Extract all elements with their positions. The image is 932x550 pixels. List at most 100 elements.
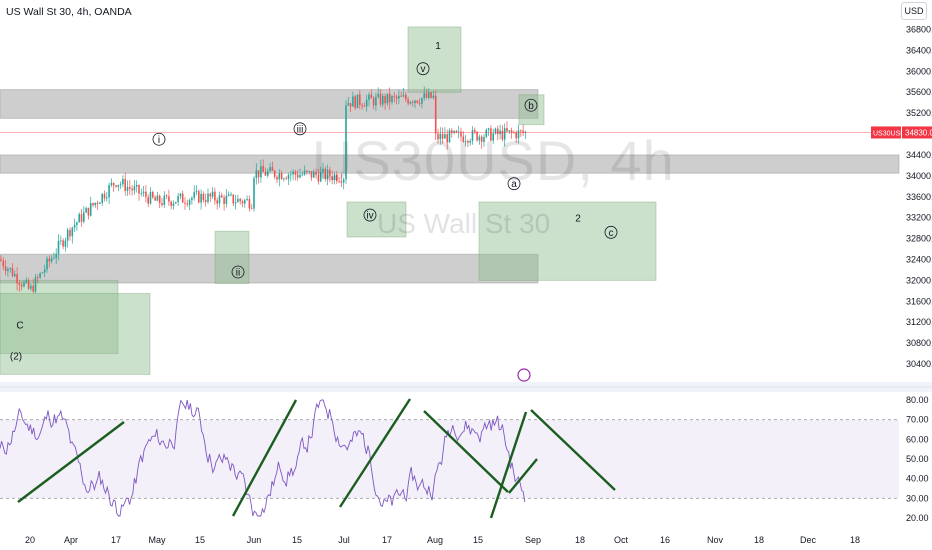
candle-body: [501, 130, 504, 140]
candle-body: [269, 167, 271, 172]
wave-label-a: a: [511, 179, 517, 190]
candle-body: [388, 93, 391, 103]
candle-body: [83, 212, 85, 222]
candle-body: [490, 128, 492, 141]
candle-body: [407, 99, 409, 104]
candle-body: [20, 284, 23, 287]
watermark-symbol: US30USD, 4h: [312, 129, 675, 192]
candle-body: [241, 201, 244, 204]
candle-body: [25, 280, 28, 283]
rsi-band: [0, 419, 899, 499]
candle-body: [375, 96, 377, 106]
candle-body: [296, 174, 299, 178]
price-tick-label: 36400.0: [906, 45, 932, 55]
candle-body: [41, 272, 44, 274]
candle-body: [421, 97, 423, 104]
candle-body: [336, 174, 338, 182]
candle-body: [101, 193, 103, 203]
candle-body: [474, 130, 476, 132]
candle-body: [50, 258, 53, 262]
candle-body: [513, 132, 515, 134]
wave-box-1: [518, 94, 545, 126]
candle-body: [508, 130, 511, 132]
candle-body: [234, 202, 237, 204]
rsi-trendline-0: [17, 421, 125, 503]
event-marker-icon: [517, 368, 531, 382]
candle-body: [142, 191, 145, 194]
candle-body: [195, 191, 198, 193]
candle-body: [32, 285, 34, 292]
candle-body: [414, 100, 416, 104]
candle-body: [204, 200, 207, 202]
candle-body: [363, 106, 366, 108]
candle-body: [186, 203, 189, 205]
candle-body: [87, 207, 90, 216]
candle-body: [455, 130, 458, 133]
price-badge-text: 34830.0: [905, 128, 932, 137]
candle-body: [39, 273, 41, 278]
date-tick-label: 15: [292, 535, 302, 545]
date-tick-label: Dec: [800, 535, 817, 545]
candle-body: [301, 174, 304, 176]
candle-body: [246, 199, 248, 201]
wave-label-iv: iv: [366, 211, 373, 222]
candle-body: [492, 133, 494, 141]
candle-body: [345, 105, 347, 180]
wave-label-v: v: [421, 64, 426, 75]
candle-body: [2, 260, 5, 267]
candle-body: [94, 202, 97, 206]
candle-body: [469, 140, 471, 143]
candle-body: [368, 94, 370, 100]
candle-body: [152, 191, 154, 198]
candle-body: [434, 95, 437, 134]
candle-body: [354, 96, 356, 108]
wave-box-2: [346, 201, 407, 238]
candle-body: [340, 181, 343, 183]
candle-body: [448, 130, 451, 143]
wave-circle-iv: [363, 208, 377, 222]
candle-body: [96, 202, 99, 204]
candle-body: [416, 100, 419, 103]
date-tick-label: 20: [25, 535, 35, 545]
candle-body: [18, 283, 21, 285]
currency-button[interactable]: USD: [901, 2, 927, 20]
candle-body: [428, 92, 430, 98]
price-tick-label: 30800.0: [906, 338, 932, 348]
candle-body: [223, 197, 225, 204]
candle-body: [444, 134, 446, 139]
candle-body: [255, 170, 258, 179]
rsi-tick-label: 60.00: [906, 434, 929, 444]
date-tick-label: Oct: [614, 535, 629, 545]
candle-body: [395, 96, 398, 99]
wave-circle-c: [604, 225, 618, 239]
rsi-tick-label: 80.00: [906, 395, 929, 405]
price-badge: [902, 126, 932, 139]
date-tick-label: 15: [195, 535, 205, 545]
candle-body: [43, 269, 46, 273]
candle-body: [278, 173, 281, 180]
candle-body: [64, 240, 67, 247]
candle-body: [308, 171, 310, 172]
candle-body: [227, 194, 230, 196]
candle-body: [506, 128, 508, 132]
candle-body: [462, 136, 465, 142]
candle-body: [53, 257, 55, 259]
rsi-trendline-5: [508, 458, 538, 494]
candle-body: [405, 95, 407, 100]
candle-body: [285, 178, 287, 180]
candle-body: [324, 168, 327, 179]
candle-body: [168, 196, 170, 202]
rsi-trendline-3: [423, 410, 509, 493]
candle-body: [503, 128, 506, 140]
candle-body: [71, 227, 74, 237]
candle-body: [361, 104, 363, 107]
candle-body: [198, 191, 200, 203]
candle-body: [158, 195, 161, 204]
rsi-trendline-2: [338, 398, 412, 508]
wave-box-3: [478, 201, 657, 281]
wave-label-C: C: [16, 320, 23, 331]
candle-body: [48, 258, 51, 262]
candle-body: [423, 93, 425, 98]
candle-body: [483, 136, 485, 142]
